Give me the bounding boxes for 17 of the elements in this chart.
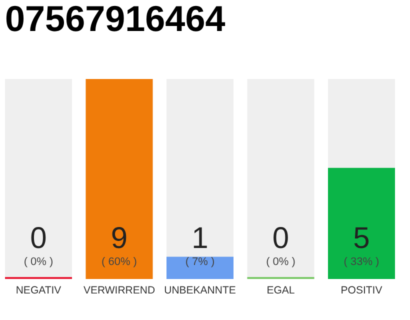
annotation: ( 7% ) — [185, 256, 215, 268]
data-label: 0 — [272, 222, 290, 255]
data-label: 9 — [110, 222, 128, 255]
x-tick-label: NEGATIV — [16, 284, 62, 296]
annotation: ( 60% ) — [102, 256, 137, 268]
x-tick-label: POSITIV — [340, 284, 382, 296]
chart-title: 07567916464 — [5, 0, 226, 39]
data-label: 0 — [30, 222, 47, 255]
data-label: 1 — [192, 222, 208, 255]
x-tick-label: UNBEKANNTE — [164, 284, 236, 296]
x-tick-label: VERWIRREND — [83, 284, 156, 296]
bar — [166, 256, 234, 279]
annotation: ( 33% ) — [344, 256, 380, 268]
data-label: 5 — [353, 222, 370, 255]
x-tick-label: EGAL — [266, 284, 295, 296]
annotation: ( 0% ) — [24, 256, 54, 268]
annotation: ( 0% ) — [266, 256, 296, 268]
